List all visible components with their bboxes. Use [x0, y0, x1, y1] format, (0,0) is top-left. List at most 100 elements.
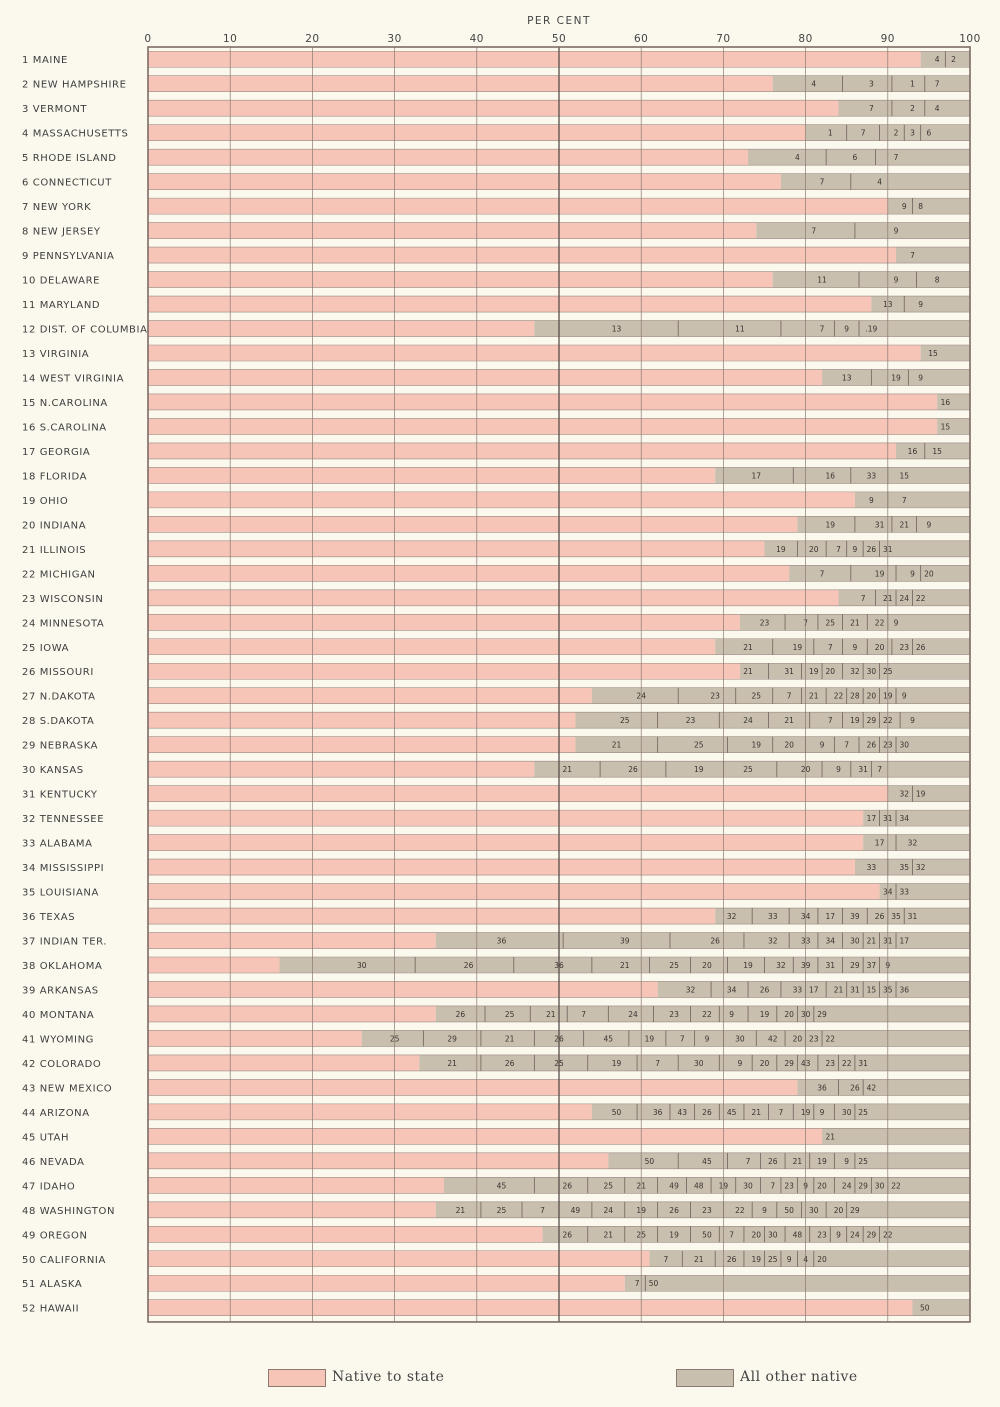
bar-native: [148, 1201, 436, 1218]
data-label: 26: [875, 912, 885, 921]
data-label: 7: [787, 692, 792, 701]
data-label: 22: [825, 1034, 835, 1043]
data-label: 30: [357, 961, 367, 970]
bar-native: [148, 638, 716, 655]
data-label: 50: [702, 1230, 712, 1239]
data-label: 17: [752, 471, 762, 480]
data-label: 45: [727, 1108, 737, 1117]
data-label: 15: [941, 422, 951, 431]
data-label: 20: [760, 1059, 770, 1068]
state-label: 2 NEW HAMPSHIRE: [22, 80, 127, 91]
data-label: 11: [735, 325, 745, 334]
data-label: 36: [817, 1083, 827, 1092]
data-label: 24: [628, 1010, 638, 1019]
data-label: 7: [779, 1108, 784, 1117]
data-label: 31: [858, 765, 868, 774]
data-label: 36: [899, 985, 909, 994]
data-label: 39: [620, 937, 630, 946]
bar-native: [148, 932, 436, 949]
data-label: 24: [743, 716, 753, 725]
state-label: 1 MAINE: [22, 55, 68, 66]
legend-swatch-native: [268, 1369, 326, 1387]
data-label: 22: [916, 594, 926, 603]
chart-frame: [147, 46, 971, 1323]
data-label: 31: [784, 667, 794, 676]
state-label: 11 MARYLAND: [22, 300, 100, 311]
bar-other: [887, 785, 970, 802]
data-label: 26: [456, 1010, 466, 1019]
state-label: 33 ALABAMA: [22, 839, 93, 850]
data-label: 23: [784, 1181, 794, 1190]
data-label: 7: [820, 569, 825, 578]
bar-native: [148, 957, 280, 973]
data-label: 23: [809, 1034, 819, 1043]
data-label: 19: [760, 1010, 770, 1019]
data-label: 21: [694, 1255, 704, 1264]
data-label: 25: [694, 741, 704, 750]
bar-other: [937, 418, 970, 435]
data-label: 33: [768, 912, 778, 921]
state-label: 23 WISCONSIN: [22, 594, 103, 605]
data-label: 30: [899, 741, 909, 750]
bar-other: [279, 957, 970, 973]
data-label: 7: [540, 1206, 545, 1215]
state-label: 16 S.CAROLINA: [22, 422, 107, 433]
data-label: 15: [928, 349, 938, 358]
data-label: 25: [505, 1010, 515, 1019]
data-label: 9: [853, 545, 858, 554]
x-tick-label-100: 100: [959, 33, 981, 45]
bar-native: [148, 345, 921, 361]
data-label: 4: [935, 55, 940, 64]
data-label: 25: [604, 1181, 614, 1190]
bar-native: [148, 834, 864, 851]
data-label: 25: [497, 1206, 507, 1215]
data-label: 32: [776, 961, 786, 970]
bar-other: [739, 663, 970, 680]
state-label: 38 OKLAHOMA: [22, 961, 102, 972]
data-label: 7: [869, 104, 874, 113]
data-label: 20: [834, 1206, 844, 1215]
bar-native: [148, 687, 592, 704]
bar-other: [739, 614, 970, 631]
state-label: 8 NEW JERSEY: [22, 227, 101, 238]
data-label: 28: [850, 692, 860, 701]
data-label: 19: [669, 1230, 679, 1239]
data-label: .19: [865, 325, 877, 334]
state-label: 13 VIRGINIA: [22, 349, 89, 360]
bar-native: [148, 663, 740, 680]
state-label: 26 MISSOURI: [22, 667, 94, 678]
data-label: 34: [825, 937, 835, 946]
bar-native: [148, 51, 921, 68]
data-label: 31: [850, 985, 860, 994]
bar-other: [854, 491, 970, 508]
data-label: 24: [850, 1230, 860, 1239]
state-label: 44 ARIZONA: [22, 1108, 90, 1119]
bar-native: [148, 247, 897, 264]
data-label: 21: [867, 937, 877, 946]
data-label: 16: [941, 398, 951, 407]
data-label: 9: [836, 1230, 841, 1239]
data-label: 21: [505, 1034, 515, 1043]
data-label: 9: [910, 569, 915, 578]
data-label: 49: [571, 1206, 581, 1215]
bar-native: [148, 320, 535, 337]
data-label: 20: [875, 643, 885, 652]
bar-native: [148, 1030, 362, 1047]
data-label: 31: [825, 961, 835, 970]
data-label: 26: [760, 985, 770, 994]
data-label: 36: [653, 1108, 663, 1117]
bar-native: [148, 589, 839, 606]
data-label: 35: [891, 912, 901, 921]
data-label: 7: [935, 80, 940, 89]
data-label: 7: [655, 1059, 660, 1068]
data-label: 17: [867, 814, 877, 823]
data-label: 21: [456, 1206, 466, 1215]
data-label: 20: [702, 961, 712, 970]
data-label: 29: [447, 1034, 457, 1043]
state-label: 20 INDIANA: [22, 520, 86, 531]
data-label: 35: [899, 863, 909, 872]
x-tick-label-60: 60: [634, 33, 648, 45]
data-label: 9: [918, 300, 923, 309]
bar-other: [419, 1054, 970, 1071]
bar-native: [148, 198, 888, 215]
